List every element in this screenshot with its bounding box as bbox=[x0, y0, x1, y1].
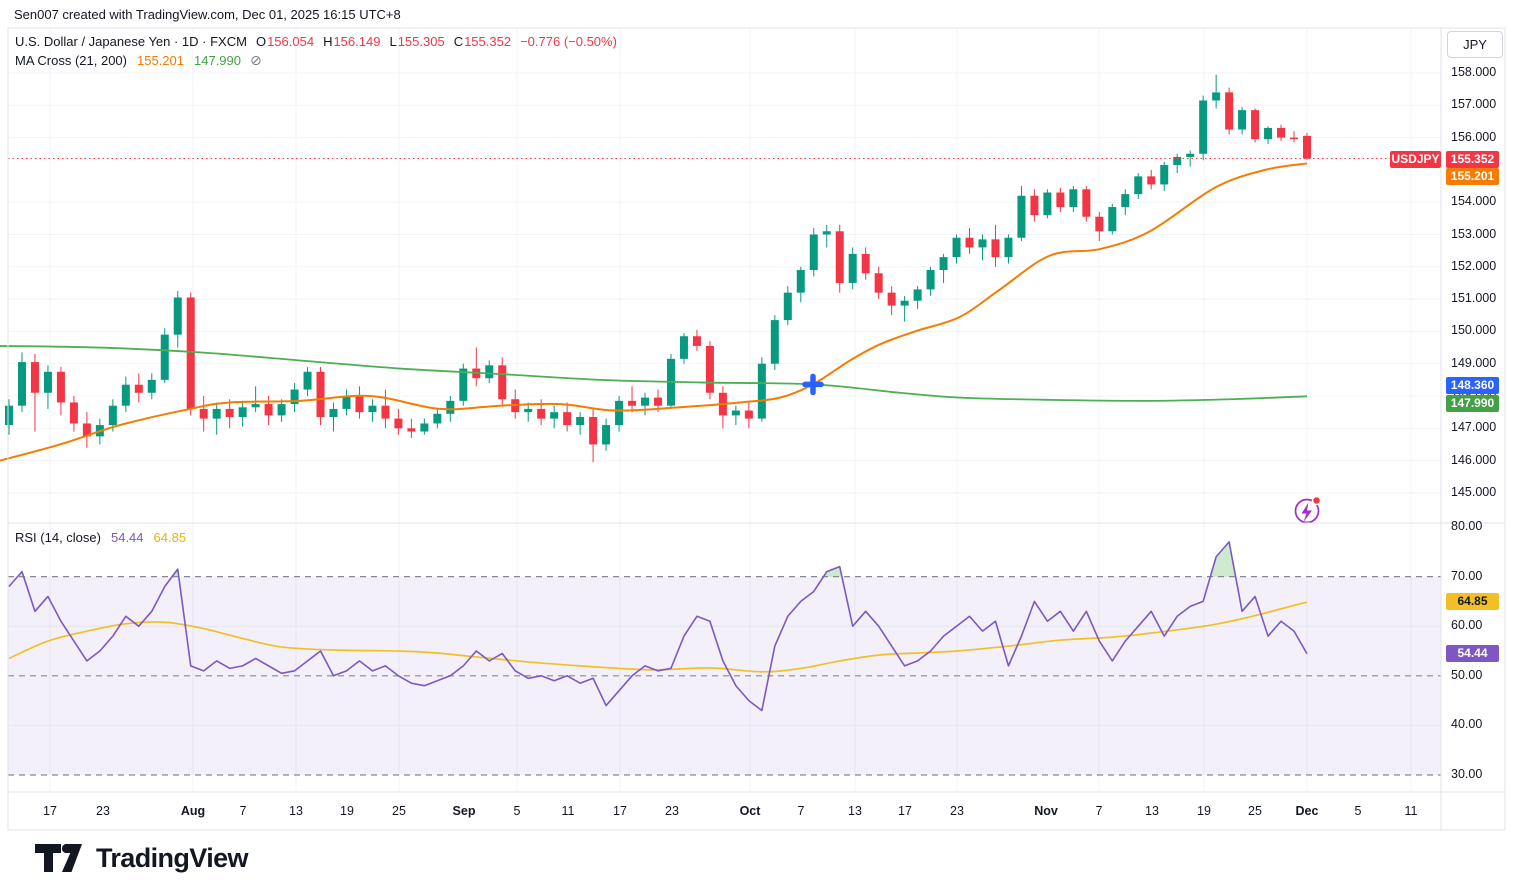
time-axis-label: 17 bbox=[613, 804, 627, 818]
time-axis-label: 13 bbox=[289, 804, 303, 818]
price-axis-label: 154.000 bbox=[1451, 194, 1497, 209]
last-price-badge: 155.352 bbox=[1446, 151, 1499, 168]
time-axis-label: 23 bbox=[665, 804, 679, 818]
close-label: C bbox=[453, 34, 464, 49]
low-value: 155.305 bbox=[397, 34, 445, 49]
ma21-line bbox=[0, 162, 1308, 462]
low-label: L bbox=[389, 34, 397, 49]
price-axis-label: 156.000 bbox=[1451, 129, 1497, 144]
high-label: H bbox=[323, 34, 333, 49]
time-axis-label: 17 bbox=[898, 804, 912, 818]
rsi-legend: RSI (14, close) 54.44 64.85 bbox=[15, 530, 186, 545]
time-axis-label: 23 bbox=[96, 804, 110, 818]
time-axis-label: Dec bbox=[1295, 804, 1319, 818]
time-axis-label: Sep bbox=[452, 804, 476, 818]
time-axis-label: 7 bbox=[1095, 804, 1103, 818]
symbol-legend: U.S. Dollar / Japanese Yen · 1D · FXCM O1… bbox=[15, 33, 617, 69]
price-axis-label: 147.000 bbox=[1451, 420, 1497, 435]
rsi-axis-label: 40.00 bbox=[1451, 717, 1483, 732]
time-axis-label: Aug bbox=[180, 804, 206, 818]
time-axis-label: 25 bbox=[1248, 804, 1262, 818]
golden-cross-marker bbox=[802, 373, 824, 396]
tradingview-logo-text: TradingView bbox=[96, 843, 249, 873]
rsi-axis-label: 30.00 bbox=[1451, 767, 1483, 781]
indicator-header-row: MA Cross (21, 200) 155.201 147.990 ⊘ bbox=[15, 51, 617, 69]
open-value: 156.054 bbox=[267, 34, 315, 49]
time-axis-label: Oct bbox=[739, 804, 761, 818]
time-axis-label: 23 bbox=[950, 804, 964, 818]
time-axis-label: 5 bbox=[1354, 804, 1362, 818]
price-axis-label: 145.000 bbox=[1451, 484, 1497, 499]
rsi-line bbox=[8, 541, 1308, 712]
rsi-ma-value: 64.85 bbox=[153, 530, 187, 545]
attribution-text: Sen007 created with TradingView.com, Dec… bbox=[14, 7, 401, 22]
price-axis-label: 157.000 bbox=[1451, 97, 1497, 112]
ma200-line bbox=[0, 345, 1308, 402]
pane-borders bbox=[7, 27, 1506, 831]
close-value: 155.352 bbox=[464, 34, 512, 49]
ma21-price-badge: 155.201 bbox=[1446, 168, 1499, 185]
time-axis-label: 19 bbox=[340, 804, 354, 818]
time-axis-label: 13 bbox=[1145, 804, 1159, 818]
open-label: O bbox=[255, 34, 267, 49]
high-value: 156.149 bbox=[333, 34, 381, 49]
symbol-price-badge: USDJPY bbox=[1390, 151, 1441, 168]
ma200-value: 147.990 bbox=[194, 53, 241, 68]
symbol-title[interactable]: U.S. Dollar / Japanese Yen · 1D · FXCM bbox=[15, 34, 247, 49]
price-axis-label: 158.000 bbox=[1451, 65, 1497, 79]
time-axis-label: 7 bbox=[797, 804, 805, 818]
time-axis-label: 25 bbox=[392, 804, 406, 818]
tradingview-logo[interactable]: TradingView bbox=[35, 843, 249, 874]
rsi-ma-badge: 64.85 bbox=[1446, 593, 1499, 610]
time-axis-label: 7 bbox=[239, 804, 247, 818]
rsi-axis-label: 60.00 bbox=[1451, 618, 1483, 633]
rsi-value: 54.44 bbox=[110, 530, 144, 545]
rsi-value-badge: 54.44 bbox=[1446, 645, 1499, 662]
price-axis-label: 146.000 bbox=[1451, 452, 1497, 467]
candlesticks bbox=[5, 74, 1311, 463]
time-axis-label: 13 bbox=[848, 804, 862, 818]
rsi-axis-label: 50.00 bbox=[1451, 667, 1483, 682]
change-value: −0.776 (−0.50%) bbox=[520, 34, 617, 49]
price-axis-label: 149.000 bbox=[1451, 355, 1497, 370]
rsi-axis-label: 70.00 bbox=[1451, 568, 1483, 583]
rsi-ma-line bbox=[8, 601, 1308, 673]
flash-icon[interactable] bbox=[1294, 495, 1322, 524]
ma21-value: 155.201 bbox=[137, 53, 184, 68]
rsi-label[interactable]: RSI (14, close) bbox=[15, 530, 101, 545]
time-axis-label: 11 bbox=[561, 804, 575, 818]
indicator-label[interactable]: MA Cross (21, 200) bbox=[15, 53, 127, 68]
time-axis-label: 19 bbox=[1197, 804, 1211, 818]
time-axis-label: 5 bbox=[513, 804, 521, 818]
currency-unit-button[interactable]: JPY bbox=[1447, 31, 1503, 58]
time-axis-label: 11 bbox=[1404, 804, 1418, 818]
price-axis-label: 150.000 bbox=[1451, 323, 1497, 338]
rsi-axis-label: 80.00 bbox=[1451, 519, 1483, 533]
tradingview-logo-mark bbox=[35, 844, 82, 872]
time-axis-label: 17 bbox=[43, 804, 57, 818]
price-axis-label: 151.000 bbox=[1451, 291, 1497, 306]
symbol-header-row: U.S. Dollar / Japanese Yen · 1D · FXCM O1… bbox=[15, 33, 617, 51]
price-axis-label: 153.000 bbox=[1451, 226, 1497, 241]
ma200-price-badge: 147.990 bbox=[1446, 395, 1499, 412]
price-axis-label: 152.000 bbox=[1451, 258, 1497, 273]
indicator-hidden-icon[interactable]: ⊘ bbox=[250, 52, 262, 68]
time-axis-label: Nov bbox=[1034, 804, 1058, 818]
cross-price-badge: 148.360 bbox=[1446, 377, 1499, 394]
